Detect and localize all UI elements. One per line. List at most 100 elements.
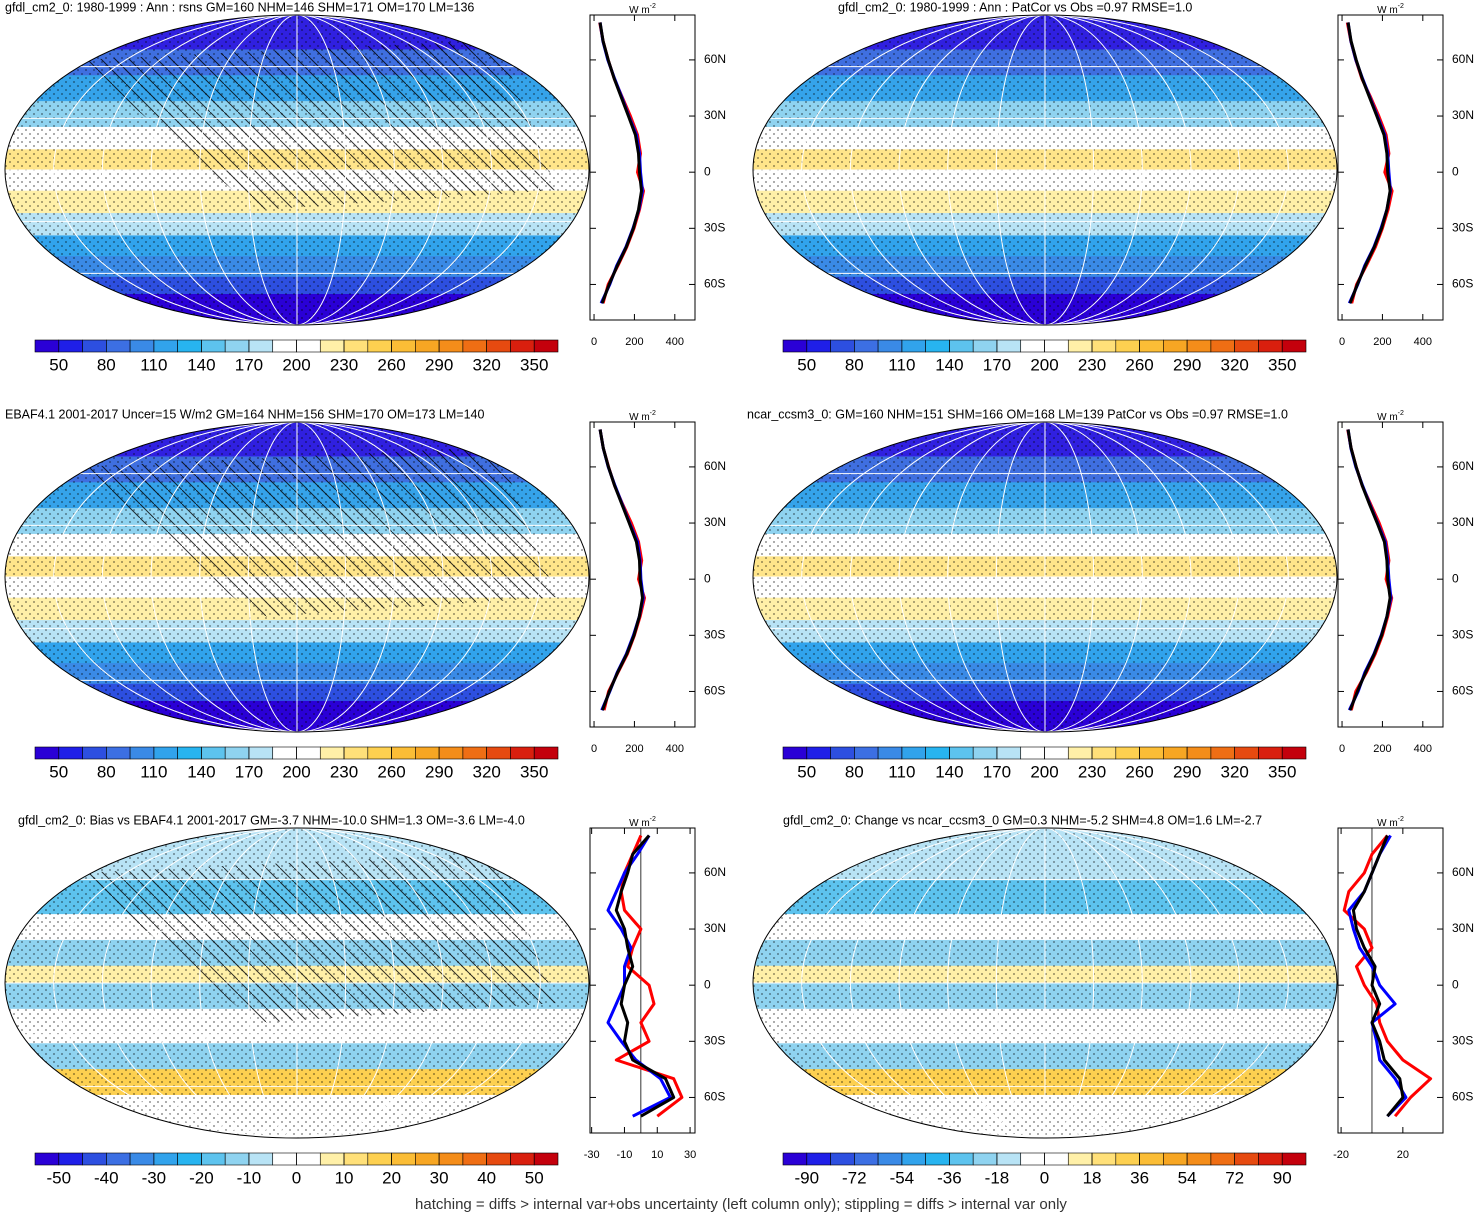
colorbar-label: 290 [1173,762,1201,781]
colorbar-label: -40 [94,1168,119,1187]
graticule [995,15,1095,325]
y-tick-label: 0 [704,977,711,991]
graticule [849,828,1241,1138]
panel-title: gfdl_cm2_0: 1980-1999 : Ann : PatCor vs … [838,0,1192,14]
colorbar-label: 110 [888,355,915,374]
colorbar-box [319,1152,345,1166]
graticule [150,15,444,325]
colorbar-box [1139,746,1164,760]
map-outline [752,827,1338,1139]
y-tick-label: 30S [1452,627,1473,641]
colorbar-label: 320 [472,355,500,374]
profile-line [614,834,684,1118]
y-tick-label: 30S [1452,1033,1473,1047]
y-tick-label: 60N [1452,865,1474,879]
unit-exponent: -2 [650,3,656,10]
colorbar-label: 54 [1178,1168,1197,1187]
y-tick-label: 30N [704,108,726,122]
colorbar-label: 80 [97,762,116,781]
unit-exponent: -2 [650,410,656,417]
panel-title: gfdl_cm2_0: Bias vs EBAF4.1 2001-2017 GM… [18,813,525,827]
colorbar-box [1115,339,1140,353]
colorbar-box [1186,1152,1212,1166]
profile-line [598,429,644,711]
colorbar-label: 260 [377,355,405,374]
colorbar-box [58,746,83,760]
colorbar-box [949,1152,974,1166]
colorbar-box [830,746,855,760]
colorbar-box [1234,339,1259,353]
panel: gfdl_cm2_0: 1980-1999 : Ann : rsns GM=16… [4,0,726,374]
colorbar-box [438,1152,464,1166]
y-tick-label: 30N [1452,108,1474,122]
profile-unit: W m-2 [1377,816,1404,829]
colorbar-box [901,339,926,353]
x-tick-label: -20 [1333,1149,1349,1161]
graticule [247,422,347,732]
colorbar-label: 200 [1030,762,1058,781]
colorbar-box [806,746,831,760]
colorbar-box [224,1152,250,1166]
graticule [947,15,1143,325]
colorbar-box [34,1152,60,1166]
x-tick-label: 30 [684,1149,696,1161]
colorbar-box [854,1152,879,1166]
map [5,828,589,1138]
colorbar-label: -90 [794,1168,819,1187]
x-tick-label: 400 [1414,336,1432,348]
colorbar-label: 290 [1173,355,1201,374]
profile-line [1346,22,1392,304]
colorbar-label: 110 [888,762,915,781]
profile-frame [1337,827,1444,1134]
colorbar-box [877,746,903,760]
colorbar-box [925,1152,950,1166]
colorbar-box [1044,339,1069,353]
colorbar-box [1020,746,1045,760]
colorbar-box [343,746,369,760]
colorbar-box [367,1152,392,1166]
graticule [101,15,493,325]
panel: gfdl_cm2_0: Change vs ncar_ccsm3_0 GM=0.… [752,813,1474,1187]
colorbar-box [1163,339,1188,353]
colorbar-label: -72 [842,1168,867,1187]
colorbar-box [129,746,155,760]
graticule [947,828,1143,1138]
panel: gfdl_cm2_0: Bias vs EBAF4.1 2001-2017 GM… [4,813,726,1187]
colorbar-box [1020,339,1045,353]
x-tick-label: 200 [1373,743,1391,755]
graticule [849,15,1241,325]
colorbar-box [486,746,511,760]
colorbar-box [830,339,855,353]
colorbar-box [782,1152,808,1166]
colorbar-box [129,339,155,353]
x-tick-label: 0 [1339,336,1345,348]
colorbar-box [1091,1152,1117,1166]
colorbar-label: 0 [1040,1168,1049,1187]
colorbar-box [1091,339,1117,353]
graticule [995,828,1095,1138]
map-outline [752,421,1338,733]
map-outline [4,421,590,733]
colorbar-box [367,339,392,353]
colorbar-box [367,746,392,760]
colorbar-label: 260 [1125,762,1153,781]
y-tick-label: 30N [704,515,726,529]
colorbar-label: 200 [1030,355,1058,374]
colorbar-box [224,746,250,760]
colorbar-box [533,339,559,353]
colorbar-box [1186,746,1212,760]
colorbar-box [1210,339,1235,353]
colorbar-box [806,1152,831,1166]
graticule [53,15,541,325]
colorbar-box [177,746,202,760]
colorbar-box [877,1152,903,1166]
graticule [101,828,493,1138]
colorbar-label: 320 [472,762,500,781]
colorbar-label: 80 [845,355,864,374]
colorbar-box [782,339,808,353]
colorbar-label: 140 [187,762,215,781]
colorbar-label: 290 [425,762,453,781]
x-tick-label: 200 [625,743,643,755]
colorbar-label: 320 [1220,762,1248,781]
y-tick-label: 0 [704,571,711,585]
